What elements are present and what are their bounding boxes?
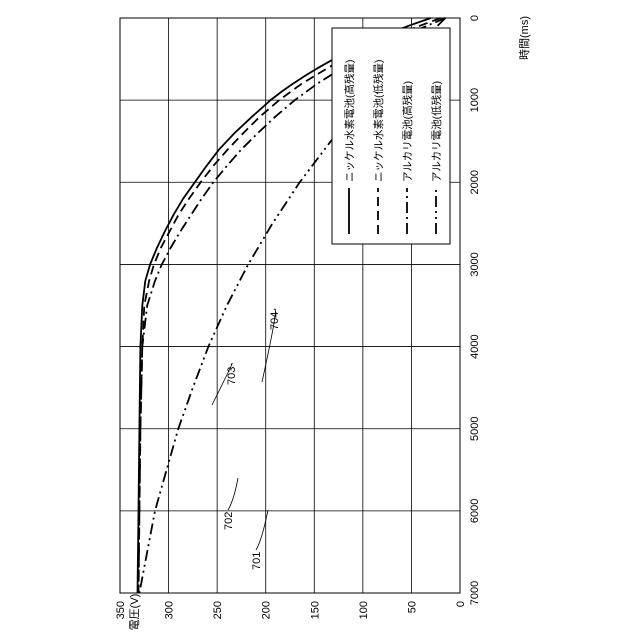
x-tick-label: 7000 <box>469 581 481 605</box>
x-tick-label: 4000 <box>469 334 481 358</box>
legend-entry-label: ニッケル水素電池(低残量) <box>372 60 385 183</box>
y-tick-label: 250 <box>212 601 224 619</box>
x-tick-label: 5000 <box>469 416 481 440</box>
x-tick-label: 0 <box>469 15 481 21</box>
legend-entry-label: アルカリ電池(低残量) <box>430 81 443 182</box>
x-tick-label: 2000 <box>469 170 481 194</box>
x-tick-label: 1000 <box>469 88 481 112</box>
y-tick-label: 50 <box>406 601 418 613</box>
y-axis-label: 電圧(V) <box>128 594 141 631</box>
y-tick-label: 300 <box>164 601 176 619</box>
reference-label: 701 <box>251 552 263 570</box>
reference-label: 704 <box>269 312 281 330</box>
reference-label: 702 <box>223 512 235 530</box>
y-tick-label: 350 <box>115 601 127 619</box>
x-tick-label: 6000 <box>469 499 481 523</box>
reference-leader-line <box>256 510 268 550</box>
legend-entry-label: ニッケル水素電池(高残量) <box>343 60 356 183</box>
x-axis-label: 時間(ms) <box>518 16 531 60</box>
legend-entry-label: アルカリ電池(高残量) <box>401 81 414 182</box>
reference-label: 703 <box>226 367 238 385</box>
y-tick-label: 200 <box>261 601 273 619</box>
y-tick-label: 100 <box>358 601 370 619</box>
reference-leader-line <box>228 478 238 510</box>
y-tick-label: 0 <box>455 601 467 607</box>
x-tick-label: 3000 <box>469 252 481 276</box>
y-tick-label: 150 <box>309 601 321 619</box>
